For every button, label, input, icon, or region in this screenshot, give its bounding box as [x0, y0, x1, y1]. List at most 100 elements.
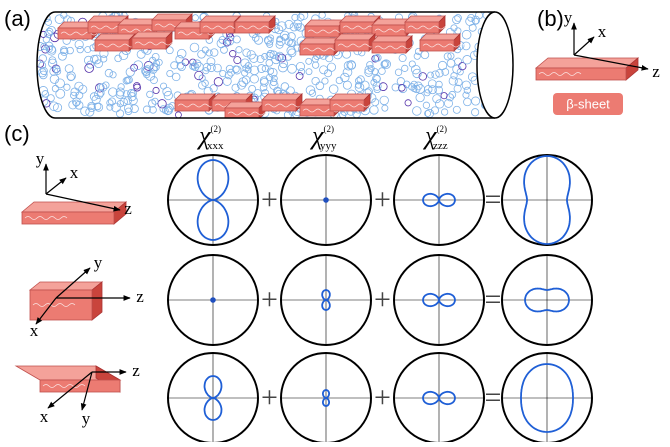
superscript: (2) — [323, 124, 334, 134]
coil — [90, 54, 99, 64]
coil — [286, 86, 295, 96]
coil — [408, 60, 416, 68]
coil — [68, 100, 78, 110]
coil — [160, 82, 168, 90]
coil — [287, 63, 297, 74]
axis-label: y — [564, 8, 573, 27]
coil — [432, 94, 442, 104]
coil — [38, 54, 47, 63]
coil — [335, 76, 344, 85]
block-top — [261, 93, 303, 101]
block-wave — [134, 41, 178, 46]
coil — [369, 105, 379, 115]
polar-frame — [167, 254, 259, 346]
coil — [249, 74, 259, 84]
coil — [51, 84, 60, 93]
block-top — [404, 15, 446, 23]
polar-frame — [167, 154, 259, 246]
block-front — [29, 289, 93, 321]
coil — [297, 68, 306, 76]
coil — [116, 109, 125, 118]
coil — [452, 105, 461, 114]
block-top — [299, 37, 341, 45]
coil — [136, 49, 146, 59]
coil — [264, 36, 274, 46]
coil — [104, 68, 114, 78]
coil — [151, 97, 159, 105]
panel-label: (a) — [4, 6, 31, 31]
coil — [108, 87, 118, 97]
coil — [74, 39, 84, 50]
coil — [296, 23, 305, 32]
coil — [441, 108, 449, 116]
axis-label: z — [652, 62, 660, 81]
coil — [241, 75, 251, 85]
block-top — [371, 35, 413, 43]
coil — [53, 67, 62, 75]
coil — [114, 54, 122, 63]
block-top — [329, 93, 371, 101]
coil — [111, 102, 121, 113]
coil — [279, 59, 288, 69]
block-front — [299, 104, 335, 117]
coil — [381, 104, 389, 112]
coil — [231, 83, 240, 92]
block-front — [304, 25, 340, 38]
coil — [379, 95, 389, 106]
sheet-label: β-sheet — [566, 96, 610, 111]
coil — [248, 84, 257, 93]
coil — [191, 62, 200, 72]
coil — [446, 59, 456, 68]
coil — [277, 53, 287, 63]
block-top — [151, 13, 193, 21]
coil — [213, 63, 222, 73]
chi: χ — [422, 121, 437, 150]
operator: = — [485, 283, 502, 316]
column-header: χ(2) zzz — [422, 121, 448, 152]
coil — [278, 62, 288, 73]
block-wave — [177, 31, 221, 36]
coil — [55, 88, 66, 99]
coil — [42, 35, 50, 44]
coil — [249, 53, 259, 63]
block-front — [131, 37, 167, 50]
coil — [130, 104, 139, 113]
coil — [461, 29, 472, 40]
block-top — [224, 101, 266, 109]
coil — [171, 72, 181, 82]
coil — [340, 72, 350, 83]
coils — [37, 12, 513, 118]
coil — [52, 102, 63, 113]
operator: + — [261, 183, 278, 216]
axis-arrow — [35, 297, 57, 325]
coil — [430, 106, 439, 115]
axis-label: x — [40, 407, 49, 426]
coil — [66, 46, 74, 55]
block-front — [234, 21, 270, 34]
coil — [287, 39, 295, 48]
coil — [408, 83, 416, 91]
coil — [372, 54, 381, 63]
coil — [225, 64, 234, 73]
coil — [57, 51, 67, 61]
block-front — [87, 21, 123, 34]
block-front — [21, 211, 115, 225]
coil — [48, 56, 57, 65]
block-front — [39, 379, 121, 393]
coil — [106, 103, 114, 111]
coil — [72, 99, 80, 107]
coil — [233, 56, 242, 65]
coil — [41, 44, 50, 54]
block-front — [199, 21, 235, 34]
coil — [415, 92, 425, 103]
coil — [163, 90, 173, 101]
coil — [39, 67, 48, 75]
coil — [324, 69, 333, 78]
coil — [220, 45, 228, 54]
coil — [244, 62, 252, 70]
block-front — [371, 24, 407, 37]
coil — [454, 14, 462, 22]
axis-label: y — [94, 253, 103, 272]
coil — [125, 67, 135, 77]
coil — [269, 78, 278, 87]
